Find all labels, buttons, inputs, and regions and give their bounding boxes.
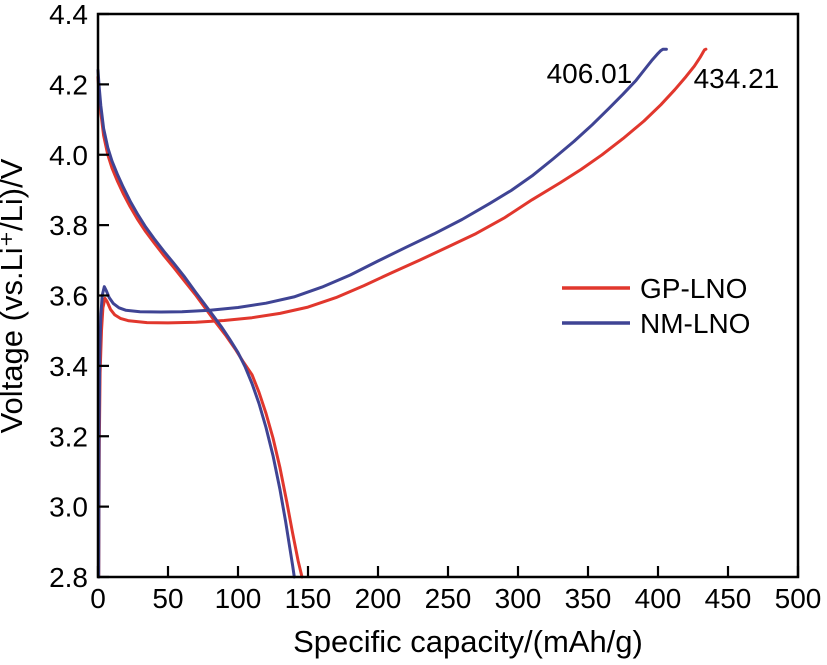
gp-lno-discharge-curve — [96, 75, 304, 579]
y-tick-label: 3.6 — [49, 281, 88, 312]
annotation-capacity-434.21: 434.21 — [694, 63, 780, 94]
x-tick-label: 450 — [705, 583, 752, 614]
x-tick-label: 300 — [495, 583, 542, 614]
x-tick-label: 350 — [565, 583, 612, 614]
legend-label-nm-lno: NM-LNO — [640, 308, 750, 339]
y-tick-label: 4.0 — [49, 140, 88, 171]
x-tick-label: 50 — [152, 583, 183, 614]
y-tick-label: 3.8 — [49, 210, 88, 241]
legend-label-gp-lno: GP-LNO — [640, 273, 747, 304]
x-tick-label: 0 — [90, 583, 106, 614]
y-tick-label: 3.4 — [49, 351, 88, 382]
y-axis-label: Voltage (vs.Li⁺/Li)/V — [0, 158, 29, 433]
x-tick-label: 150 — [285, 583, 332, 614]
y-tick-label: 4.4 — [49, 0, 88, 30]
x-tick-label: 400 — [635, 583, 682, 614]
x-tick-label: 250 — [425, 583, 472, 614]
y-tick-label: 2.8 — [49, 562, 88, 593]
y-tick-label: 4.2 — [49, 69, 88, 100]
x-axis-label: Specific capacity/(mAh/g) — [293, 624, 643, 659]
x-tick-label: 500 — [775, 583, 822, 614]
gp-lno-charge-curve — [97, 47, 708, 579]
y-tick-label: 3.0 — [49, 492, 88, 523]
nm-lno-charge-curve — [97, 47, 668, 579]
y-tick-label: 3.2 — [49, 421, 88, 452]
x-tick-label: 100 — [215, 583, 262, 614]
x-tick-label: 200 — [355, 583, 402, 614]
nm-lno-discharge-curve — [96, 68, 296, 579]
annotation-capacity-406.01: 406.01 — [547, 58, 633, 89]
